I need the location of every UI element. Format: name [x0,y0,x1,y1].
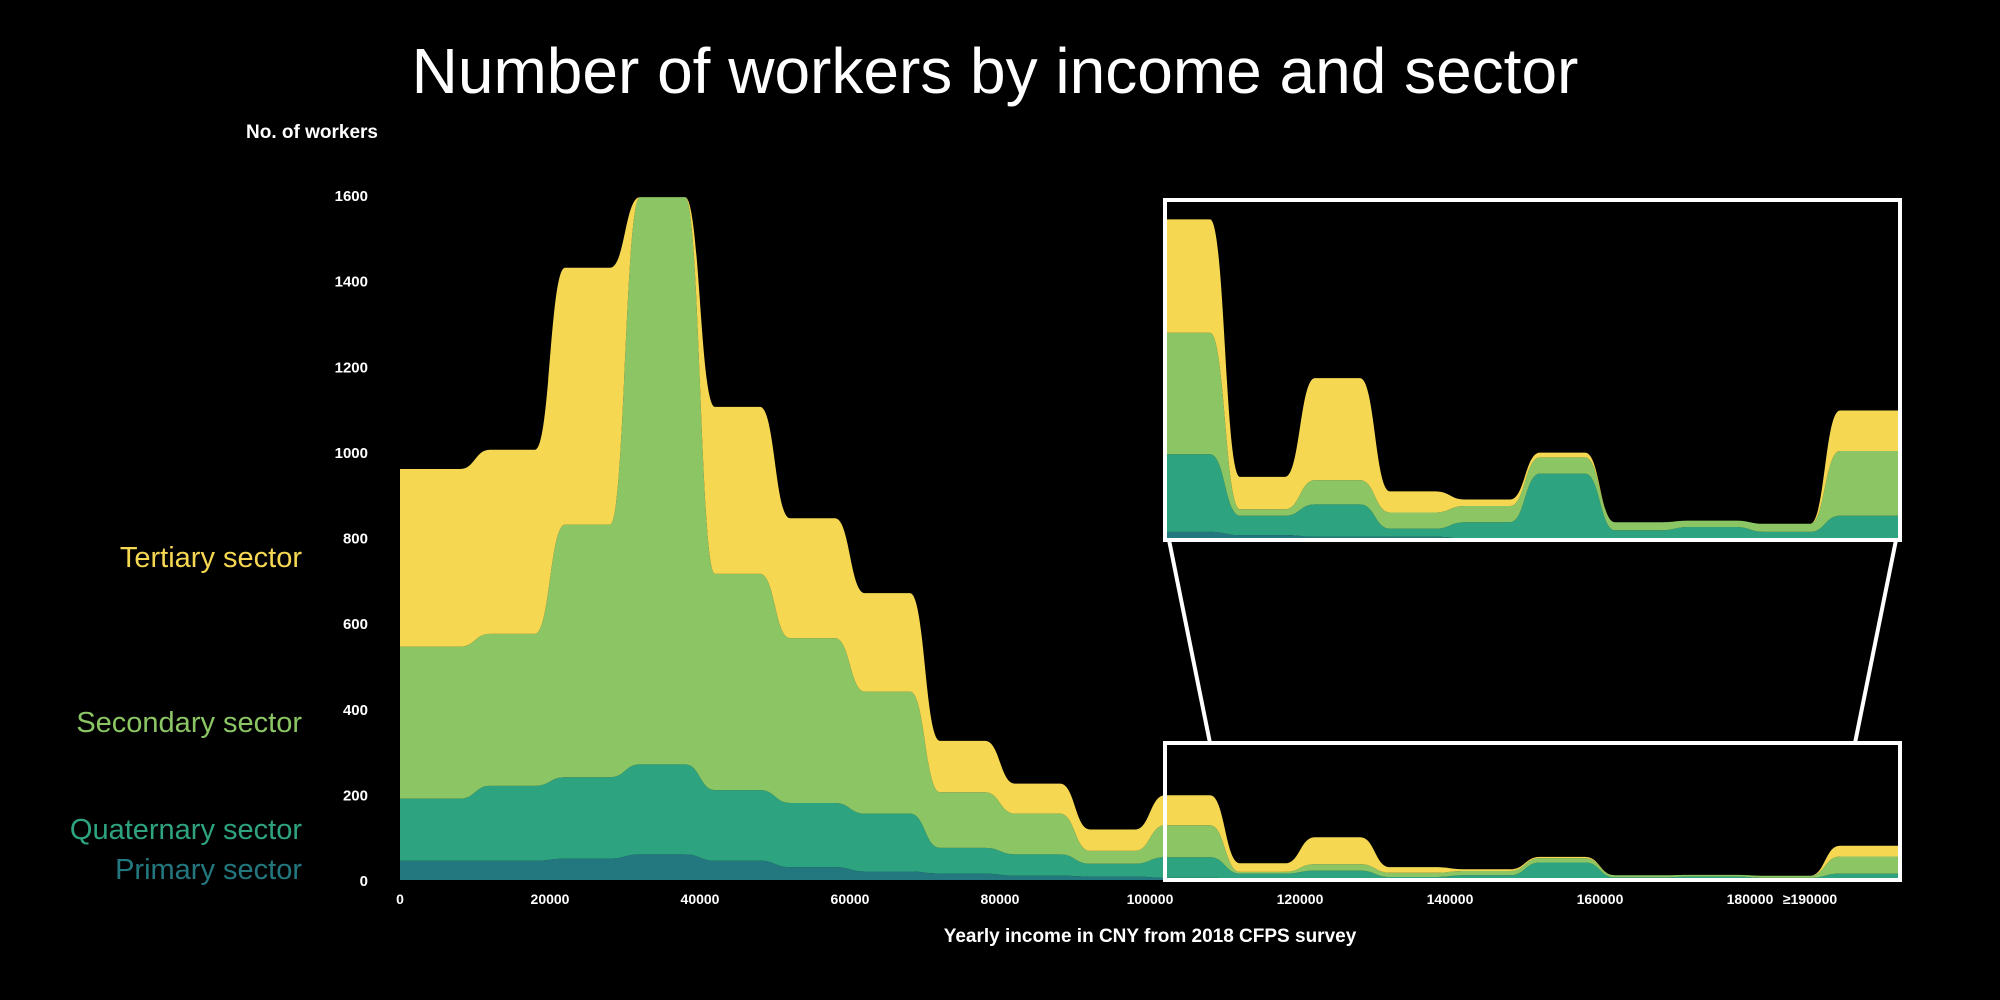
chart-title-text: Number of workers by income and sector [411,35,1579,107]
x-axis-ticks: 0 20000 40000 60000 80000 100000 120000 140000 1… [396,891,1837,907]
inset-zoomed-areas [1165,219,1900,540]
stacked-areas [400,197,1900,880]
y-tick-label: 1000 [335,445,368,462]
x-tick-label: 80000 [981,891,1020,907]
area-tertiary-sector [1165,219,1900,524]
area-primary-sector [1165,531,1900,540]
x-tick-label: 20000 [531,891,570,907]
y-tick-label: 200 [343,787,368,804]
y-tick-label: 1200 [335,359,368,376]
x-tick-label: 40000 [681,891,720,907]
x-tick-label: 100000 [1127,891,1174,907]
area-secondary-sector [400,197,1900,878]
y-axis-ticks: 0 200 400 600 800 1000 1200 1400 1600 [335,188,368,890]
y-tick-label: 400 [343,702,368,719]
area-quaternary-sector [400,764,1900,880]
y-tick-label: 800 [343,531,368,548]
x-tick-label: 180000 [1727,891,1774,907]
y-axis-label: No. of workers [246,122,378,143]
zoom-inset [1163,198,1902,882]
y-tick-label: 1600 [335,188,368,205]
zoom-source-frame [1163,741,1902,882]
x-tick-label: 120000 [1277,891,1324,907]
x-tick-label: 60000 [831,891,870,907]
legend-tertiary-sector: Tertiary sector [119,542,302,574]
zoom-connector-right [1853,539,1898,744]
inset-frame [1163,198,1902,542]
y-tick-label: 1400 [335,274,368,291]
area-primary-sector [400,854,1900,880]
x-tick-label: ≥190000 [1783,891,1838,907]
x-tick-label: 0 [396,891,404,907]
zoom-connector-left [1167,539,1212,744]
x-axis-label: Yearly income in CNY from 2018 CFPS surv… [943,926,1357,947]
area-secondary-sector [1165,332,1900,532]
legend-secondary-sector: Secondary sector [76,707,302,739]
area-quaternary-sector [1165,454,1900,540]
chart-title: Number of workers by income and sector [0,34,2000,108]
x-tick-label: 140000 [1427,891,1474,907]
x-tick-label: 160000 [1577,891,1624,907]
y-tick-label: 600 [343,616,368,633]
legend-primary-sector: Primary sector [115,854,302,886]
y-tick-label: 0 [360,873,368,890]
legend-quaternary-sector: Quaternary sector [69,814,302,846]
